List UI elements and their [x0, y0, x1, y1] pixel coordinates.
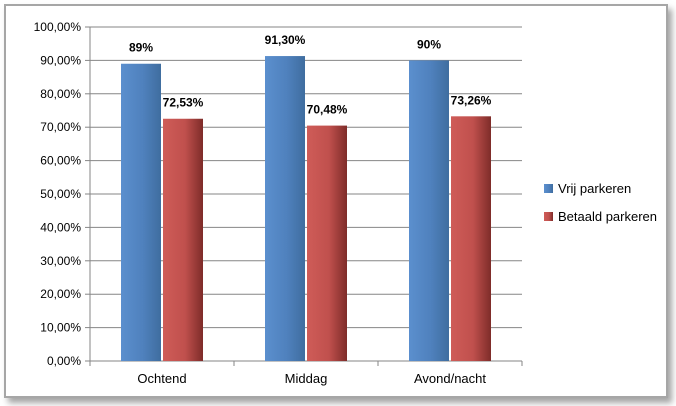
bar [265, 56, 305, 362]
y-tick-label: 50,00% [40, 187, 81, 201]
data-label: 70,48% [307, 103, 348, 117]
y-tick-label: 80,00% [40, 87, 81, 101]
bar [451, 116, 491, 361]
y-tick-label: 40,00% [40, 220, 81, 234]
y-tick-label: 100,00% [34, 20, 82, 34]
y-tick-label: 10,00% [40, 321, 81, 335]
data-label: 72,53% [163, 96, 204, 110]
y-tick-label: 60,00% [40, 154, 81, 168]
y-tick-label: 20,00% [40, 287, 81, 301]
legend-swatch [544, 212, 553, 221]
bar [307, 125, 347, 361]
bar [121, 63, 161, 362]
x-tick-label: Middag [285, 371, 328, 386]
bar [409, 60, 449, 362]
data-label: 89% [129, 41, 153, 55]
y-tick-label: 70,00% [40, 120, 81, 134]
x-tick-label: Avond/nacht [414, 371, 486, 386]
bar [163, 118, 203, 361]
legend-label: Betaald parkeren [558, 209, 657, 224]
data-label: 73,26% [451, 93, 492, 107]
data-label: 90% [417, 37, 441, 51]
data-label: 91,30% [265, 33, 306, 47]
legend-swatch [544, 184, 553, 193]
x-tick-label: Ochtend [137, 371, 186, 386]
legend-label: Vrij parkeren [558, 181, 631, 196]
y-tick-label: 90,00% [40, 53, 81, 67]
y-tick-label: 30,00% [40, 254, 81, 268]
y-tick-label: 0,00% [47, 354, 81, 368]
